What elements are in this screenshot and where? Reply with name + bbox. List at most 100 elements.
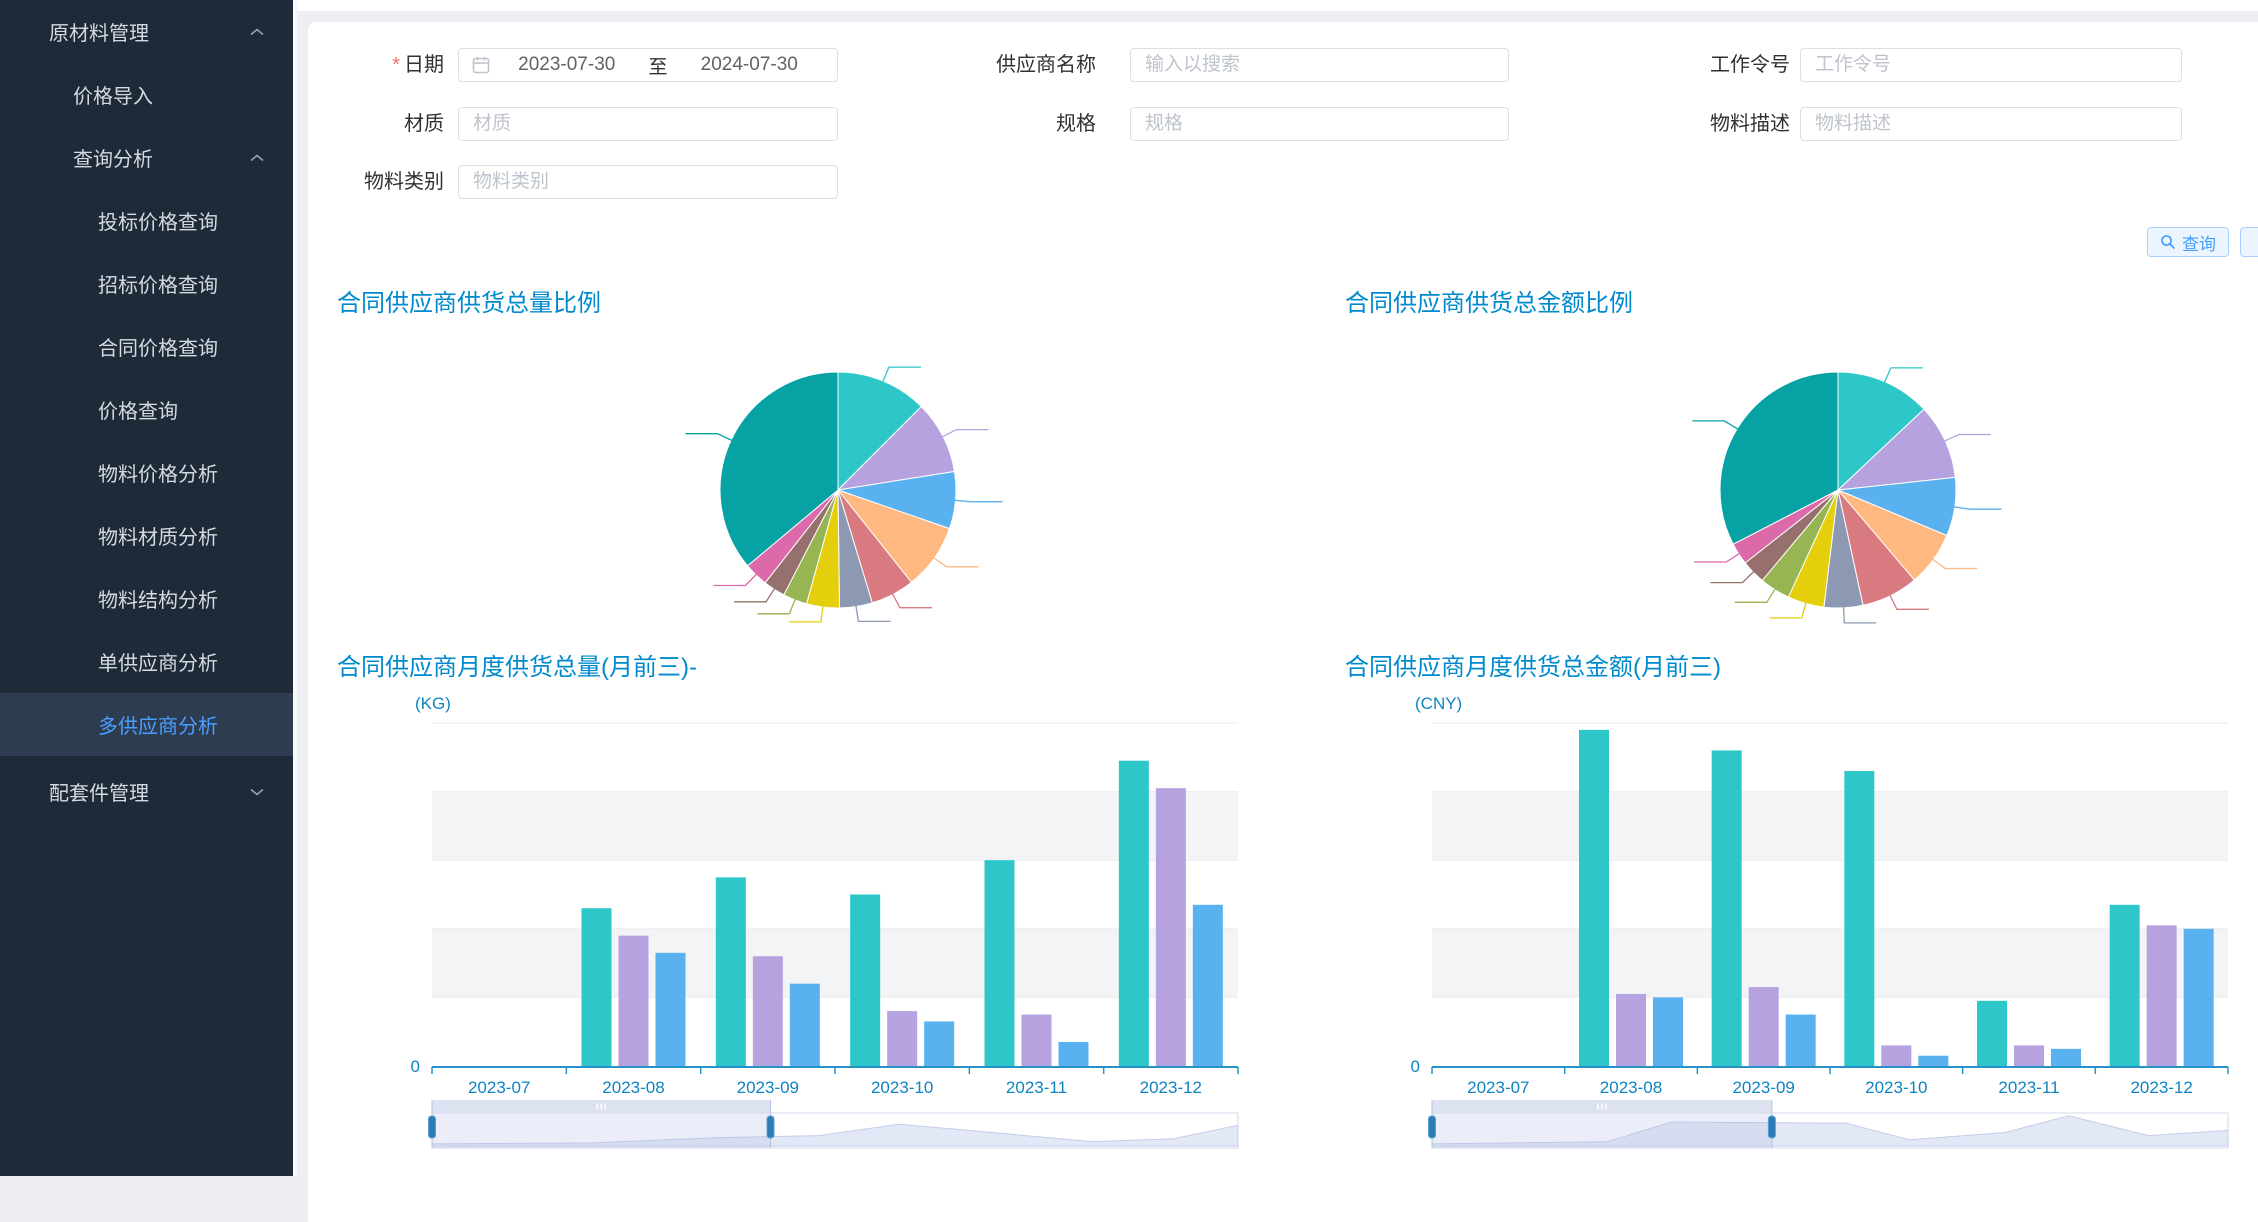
bar[interactable] bbox=[1881, 1045, 1912, 1066]
material-desc-input[interactable] bbox=[1800, 107, 2182, 141]
bar[interactable] bbox=[655, 952, 686, 1066]
sidebar-item-label: 价格查询 bbox=[98, 401, 178, 423]
grid-band bbox=[432, 791, 1238, 861]
pie-label-leader-line bbox=[1932, 558, 1978, 570]
x-axis-label: 2023-07 bbox=[468, 1078, 530, 1097]
sidebar-item[interactable]: 原材料管理 bbox=[0, 0, 293, 63]
sidebar-item[interactable]: 价格查询 bbox=[0, 378, 293, 441]
grid-band bbox=[432, 928, 1238, 998]
bar[interactable] bbox=[924, 1021, 955, 1066]
bar[interactable] bbox=[850, 894, 881, 1067]
x-axis-label: 2023-10 bbox=[871, 1078, 933, 1097]
date-range-picker[interactable]: 2023-07-30 至 2024-07-30 bbox=[458, 48, 838, 82]
work-order-input[interactable] bbox=[1800, 48, 2182, 82]
sidebar-item[interactable]: 物料价格分析 bbox=[0, 441, 293, 504]
material-category-label: 物料类别 bbox=[364, 171, 444, 193]
bar[interactable] bbox=[2051, 1048, 2081, 1066]
sidebar-item[interactable]: 多供应商分析 bbox=[0, 693, 293, 756]
header-bottom-strip bbox=[297, 0, 2258, 11]
bar[interactable] bbox=[1118, 760, 1149, 1066]
bar[interactable] bbox=[984, 860, 1015, 1066]
bar[interactable] bbox=[1711, 750, 1742, 1066]
pie-label-leader-line bbox=[788, 605, 824, 623]
sidebar-item-label: 单供应商分析 bbox=[98, 653, 218, 675]
bar[interactable] bbox=[1021, 1014, 1052, 1066]
material-category-input[interactable] bbox=[458, 165, 838, 199]
bar[interactable] bbox=[2183, 928, 2214, 1066]
secondary-button-partial[interactable] bbox=[2240, 227, 2258, 257]
datazoom-handle[interactable] bbox=[1767, 1115, 1776, 1139]
bar[interactable] bbox=[1785, 1014, 1816, 1066]
sidebar-item-label: 原材料管理 bbox=[49, 23, 149, 45]
sidebar-item-label: 多供应商分析 bbox=[98, 716, 218, 738]
bar[interactable] bbox=[1192, 904, 1223, 1066]
supply-amount-pie-chart bbox=[1460, 330, 2220, 670]
bar[interactable] bbox=[2146, 925, 2177, 1066]
material-input[interactable] bbox=[458, 107, 838, 141]
spec-input[interactable] bbox=[1130, 107, 1509, 141]
x-axis-label: 2023-12 bbox=[1140, 1078, 1202, 1097]
supplier-label: 供应商名称 bbox=[996, 54, 1096, 76]
pie-label-leader-line bbox=[713, 573, 758, 587]
datazoom-overview-area bbox=[431, 1123, 1239, 1147]
sidebar-item-label: 物料价格分析 bbox=[98, 464, 218, 486]
bar[interactable] bbox=[1058, 1041, 1089, 1066]
chevron-down-icon bbox=[249, 787, 265, 797]
bar[interactable] bbox=[887, 1011, 918, 1066]
bar[interactable] bbox=[618, 935, 649, 1066]
x-axis-label: 2023-11 bbox=[1998, 1078, 2059, 1097]
bar[interactable] bbox=[1579, 729, 1609, 1066]
sidebar-item-label: 物料材质分析 bbox=[98, 527, 218, 549]
date-end-value[interactable]: 2024-07-30 bbox=[700, 54, 798, 75]
sidebar-item[interactable]: 投标价格查询 bbox=[0, 189, 293, 252]
sidebar-item[interactable]: 招标价格查询 bbox=[0, 252, 293, 315]
date-label: * 日期 bbox=[392, 54, 444, 76]
bar-amount-title: 合同供应商月度供货总金额(月前三) bbox=[1345, 654, 1721, 681]
datazoom-selection[interactable] bbox=[432, 1113, 771, 1148]
sidebar-item-label: 招标价格查询 bbox=[98, 275, 218, 297]
bar[interactable] bbox=[2014, 1045, 2044, 1066]
pie-label-leader-line bbox=[1842, 606, 1877, 624]
x-axis-label: 2023-09 bbox=[1732, 1078, 1794, 1097]
bar[interactable] bbox=[715, 877, 746, 1066]
pie-label-leader-line bbox=[855, 605, 891, 623]
bar[interactable] bbox=[789, 983, 820, 1066]
sidebar-item[interactable]: 查询分析 bbox=[0, 126, 293, 189]
sidebar-item-label: 合同价格查询 bbox=[98, 338, 218, 360]
bar[interactable] bbox=[1155, 788, 1186, 1066]
datazoom-handle[interactable] bbox=[1428, 1115, 1436, 1139]
bar[interactable] bbox=[1653, 997, 1683, 1066]
y-axis-label: 0 bbox=[411, 1057, 420, 1076]
sidebar-item[interactable]: 物料结构分析 bbox=[0, 567, 293, 630]
bar[interactable] bbox=[581, 908, 612, 1066]
grip-dots-icon bbox=[600, 1103, 603, 1110]
sidebar-menu: 原材料管理价格导入 查询分析 投标价格查询招标价格查询 合同价格查询 价格查询物料价格分… bbox=[0, 0, 293, 823]
supplier-input[interactable] bbox=[1130, 48, 1509, 82]
datazoom-handle[interactable] bbox=[766, 1115, 775, 1139]
bar[interactable] bbox=[1977, 1000, 2007, 1066]
sidebar-item[interactable]: 价格导入 bbox=[0, 63, 293, 126]
pie-label-leader-line bbox=[1694, 552, 1740, 563]
sidebar-item[interactable]: 单供应商分析 bbox=[0, 630, 293, 693]
bar[interactable] bbox=[752, 956, 783, 1066]
datazoom-selection[interactable] bbox=[1432, 1113, 1772, 1148]
sidebar-item[interactable]: 合同价格查询 bbox=[0, 315, 293, 378]
sidebar-item[interactable]: 物料材质分析 bbox=[0, 504, 293, 567]
x-axis-label: 2023-08 bbox=[602, 1078, 664, 1097]
grid-band bbox=[1432, 928, 2228, 998]
y-axis-name: (CNY) bbox=[1415, 694, 1462, 713]
x-axis-label: 2023-11 bbox=[1006, 1078, 1067, 1097]
bar[interactable] bbox=[1918, 1055, 1949, 1066]
bar[interactable] bbox=[2109, 904, 2140, 1066]
bar[interactable] bbox=[1616, 993, 1646, 1066]
calendar-icon bbox=[471, 55, 491, 75]
spec-label: 规格 bbox=[1056, 113, 1096, 135]
datazoom-overview-area bbox=[1431, 1115, 2229, 1147]
date-start-value[interactable]: 2023-07-30 bbox=[518, 54, 616, 75]
x-axis-label: 2023-08 bbox=[1600, 1078, 1662, 1097]
bar[interactable] bbox=[1748, 987, 1779, 1066]
search-button[interactable]: 查询 bbox=[2147, 227, 2229, 257]
sidebar-item[interactable]: 配套件管理 bbox=[0, 760, 293, 823]
bar[interactable] bbox=[1844, 771, 1875, 1066]
datazoom-handle[interactable] bbox=[428, 1115, 436, 1139]
